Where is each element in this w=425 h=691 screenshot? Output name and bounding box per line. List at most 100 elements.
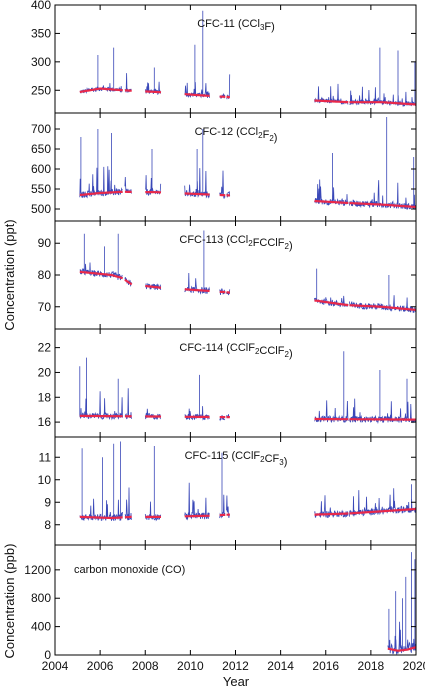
y-tick-label: 700 — [31, 122, 51, 136]
y-tick-label: 1200 — [24, 563, 51, 577]
baseline-line — [349, 101, 416, 106]
panel-3: 70 80 90 CFC-113 (CCl2FCClF2) — [38, 220, 417, 330]
observation-line — [226, 74, 231, 100]
baseline-line — [314, 299, 349, 307]
y-tick-label: 250 — [31, 83, 51, 97]
observation-line — [349, 47, 416, 108]
observation-series — [79, 117, 416, 210]
observation-line — [79, 47, 123, 94]
y-tick-label: 18 — [38, 390, 52, 404]
baseline-series — [79, 507, 416, 520]
x-tick-label: 2004 — [42, 659, 69, 673]
panel-frame — [54, 544, 417, 656]
x-tick-label: 2018 — [358, 659, 385, 673]
baseline-line — [79, 515, 123, 520]
baseline-series — [79, 414, 416, 421]
y-tick-label: 20 — [38, 365, 52, 379]
observation-line — [79, 129, 123, 199]
observation-line — [349, 117, 416, 210]
y-tick-label: 350 — [31, 26, 51, 40]
panel-title: CFC-115 (CClF2CF3) — [185, 450, 288, 468]
panel-1: 250 300 350 400 CFC-11 (CCl3F) — [31, 0, 417, 114]
y-tick-label: 80 — [38, 268, 52, 282]
y-axis-label-ppt: Concentration (ppt) — [2, 219, 17, 330]
y-tick-label: 400 — [31, 620, 51, 634]
x-tick-label: 2012 — [222, 659, 249, 673]
observation-line — [144, 408, 161, 420]
panel-title: CFC-114 (CClF2CClF2) — [179, 342, 292, 360]
observation-line — [184, 374, 210, 421]
panel-title: carbon monoxide (CO) — [74, 564, 185, 576]
observation-line — [144, 67, 162, 96]
observation-line — [144, 149, 162, 197]
observation-line — [79, 357, 123, 421]
observation-line — [219, 288, 226, 296]
observation-line — [79, 233, 123, 281]
baseline-line — [79, 270, 123, 280]
baseline-line — [184, 514, 210, 518]
y-tick-label: 10 — [38, 473, 52, 487]
panel-title: CFC-11 (CCl3F) — [197, 18, 275, 33]
observation-line — [314, 153, 349, 206]
baseline-line — [184, 93, 210, 97]
x-axis-label: Year — [223, 674, 250, 689]
observation-line — [219, 452, 226, 519]
panel-2: 500 550 600 650 700 CFC-12 (CCl2F2) — [31, 112, 417, 222]
x-tick-label: 2006 — [87, 659, 114, 673]
y-tick-label: 800 — [31, 591, 51, 605]
observation-line — [79, 441, 123, 522]
observation-line — [349, 370, 416, 424]
y-tick-label: 500 — [31, 202, 51, 216]
y-tick-label: 8 — [44, 518, 51, 532]
y-tick-label: 600 — [31, 162, 51, 176]
baseline-line — [145, 284, 162, 289]
baseline-line — [145, 90, 162, 94]
y-tick-label: 300 — [31, 55, 51, 69]
observation-series — [79, 351, 416, 424]
x-tick-label: 2008 — [132, 659, 159, 673]
baseline-line — [184, 288, 210, 293]
observation-series — [387, 552, 416, 655]
x-tick-label: 2016 — [312, 659, 339, 673]
observation-line — [314, 351, 349, 423]
y-tick-label: 9 — [44, 495, 51, 509]
observation-line — [219, 170, 226, 199]
y-tick-label: 22 — [38, 341, 52, 355]
observation-line — [387, 552, 416, 655]
baseline-line — [349, 507, 416, 515]
baseline-line — [314, 512, 349, 516]
observation-line — [314, 268, 349, 308]
baseline-line — [349, 202, 416, 209]
baseline-line — [387, 646, 416, 652]
baseline-line — [79, 190, 123, 197]
observation-line — [144, 446, 162, 522]
y-axis-label-ppb: Concentration (ppb) — [2, 544, 17, 659]
y-tick-label: 650 — [31, 142, 51, 156]
baseline-series — [79, 190, 416, 209]
panel-title: CFC-12 (CCl2F2) — [195, 126, 278, 144]
baseline-line — [184, 192, 210, 196]
y-tick-label: 0 — [44, 648, 51, 662]
x-tick-label: 2020 — [403, 659, 425, 673]
baseline-line — [79, 87, 123, 94]
observation-line — [124, 487, 132, 521]
baseline-series — [79, 87, 416, 106]
y-tick-label: 400 — [31, 0, 51, 12]
panel-4: 16 18 20 22 CFC-114 (CClF2CClF2) — [38, 328, 417, 438]
panel-title: CFC-113 (CCl2FCClF2) — [179, 234, 292, 252]
y-tick-label: 550 — [31, 182, 51, 196]
baseline-series — [387, 646, 416, 652]
y-tick-label: 16 — [38, 415, 52, 429]
y-tick-label: 70 — [38, 300, 52, 314]
x-tick-label: 2014 — [267, 659, 294, 673]
y-tick-label: 11 — [39, 450, 52, 464]
observation-line — [184, 482, 210, 521]
baseline-line — [314, 99, 349, 104]
panel-5: 8 9 10 11 CFC-115 (CClF2CF3) — [38, 436, 417, 546]
panel-6: 0 400 800 1200 carbon monoxide (CO) — [24, 544, 417, 662]
baseline-line — [349, 304, 416, 311]
observation-line — [124, 388, 132, 420]
baseline-line — [314, 199, 349, 205]
observation-line — [184, 129, 210, 199]
